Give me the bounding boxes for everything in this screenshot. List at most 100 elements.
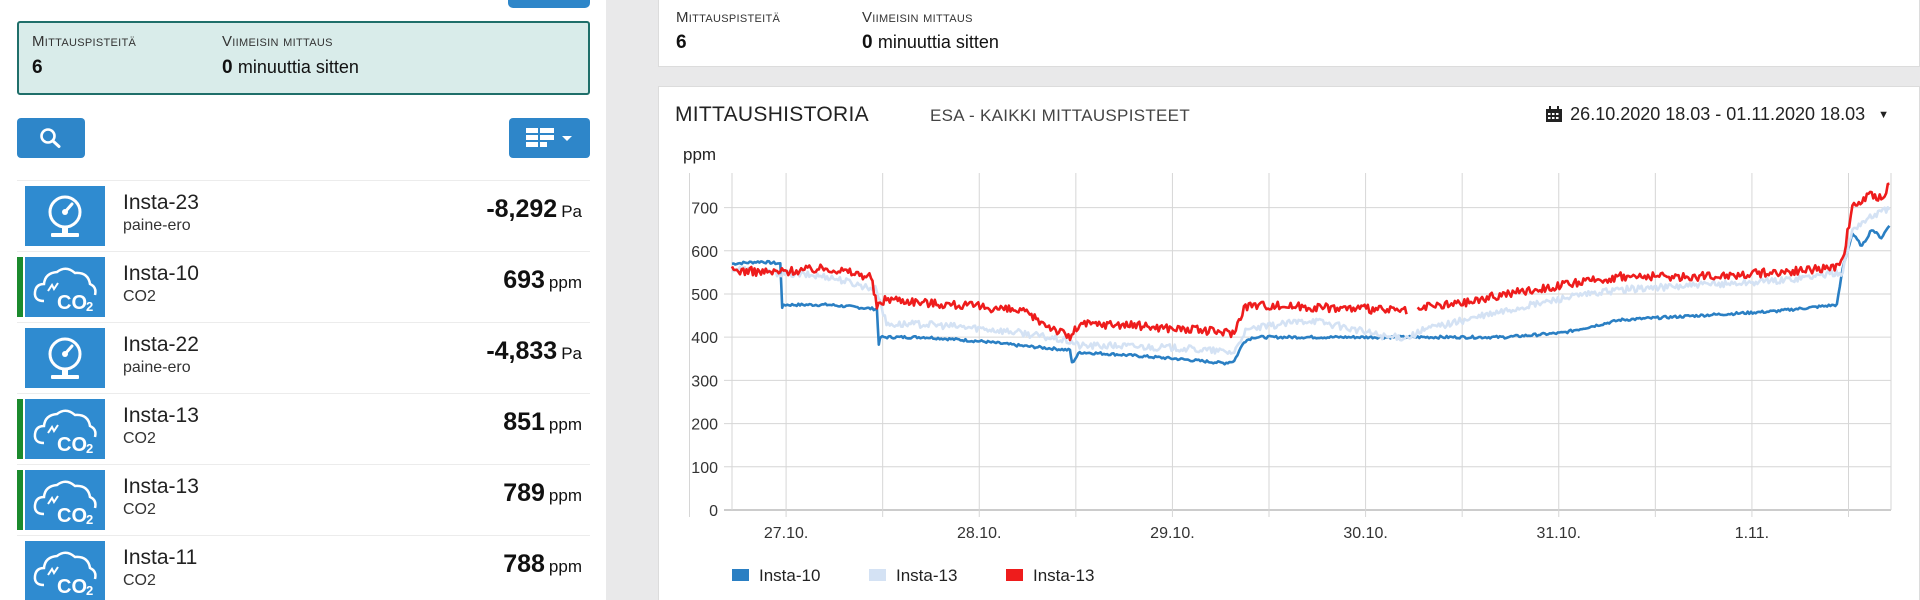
device-type: CO2 bbox=[123, 430, 156, 447]
device-value: 789 bbox=[503, 479, 545, 507]
pressure-gauge-icon bbox=[25, 186, 105, 246]
points-value: 6 bbox=[32, 57, 43, 78]
y-axis-label: ppm bbox=[683, 145, 716, 164]
device-value: -8,292 bbox=[486, 195, 558, 223]
x-tick-label: 27.10. bbox=[764, 525, 808, 542]
device-row[interactable]: Insta-23 paine-ero -8,292 Pa bbox=[17, 180, 590, 250]
x-tick-label: 30.10. bbox=[1343, 525, 1387, 542]
device-value-group: 789 ppm bbox=[503, 479, 582, 508]
legend-label-2: Insta-13 bbox=[896, 566, 957, 585]
points-label: Mittauspisteitä bbox=[676, 9, 781, 26]
y-tick-label: 0 bbox=[709, 503, 718, 520]
top-action-button[interactable] bbox=[508, 0, 590, 8]
series-line-1 bbox=[731, 224, 1891, 366]
latest-label: Viimeisin mittaus bbox=[222, 33, 333, 50]
pressure-gauge-icon bbox=[25, 328, 105, 388]
search-button[interactable] bbox=[17, 118, 85, 158]
device-value-group: 851 ppm bbox=[503, 408, 582, 437]
y-tick-label: 700 bbox=[691, 201, 718, 218]
points-label: Mittauspisteitä bbox=[32, 33, 137, 50]
chevron-down-icon: ▼ bbox=[1878, 108, 1889, 121]
status-marker bbox=[17, 399, 23, 459]
legend-swatch-1 bbox=[732, 569, 749, 581]
device-type: CO2 bbox=[123, 572, 156, 589]
svg-text:2: 2 bbox=[86, 512, 93, 526]
y-tick-label: 300 bbox=[691, 373, 718, 390]
device-row[interactable]: Insta-22 paine-ero -4,833 Pa bbox=[17, 322, 590, 392]
device-value-group: 788 ppm bbox=[503, 550, 582, 579]
device-value-group: 693 ppm bbox=[503, 266, 582, 295]
svg-text:2: 2 bbox=[86, 299, 93, 313]
device-unit: ppm bbox=[548, 557, 582, 576]
device-value: 851 bbox=[503, 408, 545, 436]
latest-value: 0 bbox=[862, 32, 873, 53]
co2-cloud-icon: CO 2 bbox=[25, 257, 105, 317]
svg-text:2: 2 bbox=[86, 441, 93, 455]
x-tick-label: 29.10. bbox=[1150, 525, 1194, 542]
device-row[interactable]: CO 2 Insta-11 CO2 788 ppm bbox=[17, 535, 590, 600]
latest-value: 0 bbox=[222, 57, 233, 78]
co2-cloud-icon: CO 2 bbox=[25, 399, 105, 459]
svg-text:2: 2 bbox=[86, 583, 93, 597]
latest-label: Viimeisin mittaus bbox=[862, 9, 973, 26]
y-tick-label: 200 bbox=[691, 417, 718, 434]
device-row[interactable]: CO 2 Insta-10 CO2 693 ppm bbox=[17, 251, 590, 321]
chevron-down-icon bbox=[561, 136, 572, 141]
y-tick-label: 100 bbox=[691, 460, 718, 477]
calendar-icon bbox=[1546, 106, 1563, 122]
x-tick-label: 31.10. bbox=[1537, 525, 1581, 542]
points-value: 6 bbox=[676, 32, 687, 53]
latest-unit: minuuttia sitten bbox=[877, 32, 999, 52]
chart-card: MITTAUSHISTORIA ESA - KAIKKI MITTAUSPIST… bbox=[658, 86, 1920, 600]
device-panel: Mittauspisteitä 6 Viimeisin mittaus 0 mi… bbox=[0, 0, 606, 600]
svg-text:CO: CO bbox=[57, 292, 87, 313]
y-tick-label: 400 bbox=[691, 330, 718, 347]
summary-box: Mittauspisteitä 6 Viimeisin mittaus 0 mi… bbox=[17, 21, 590, 95]
svg-text:CO: CO bbox=[57, 505, 87, 526]
svg-text:CO: CO bbox=[57, 434, 87, 455]
device-name: Insta-13 bbox=[123, 475, 199, 498]
device-name: Insta-22 bbox=[123, 333, 199, 356]
y-tick-label: 500 bbox=[691, 287, 718, 304]
y-tick-label: 600 bbox=[691, 244, 718, 261]
legend-label-1: Insta-10 bbox=[759, 566, 820, 585]
device-value-group: -8,292 Pa bbox=[486, 195, 582, 224]
series-line-3 bbox=[730, 263, 1408, 342]
series-line-3 bbox=[1416, 182, 1890, 312]
legend-swatch-2 bbox=[869, 569, 886, 581]
device-name: Insta-13 bbox=[123, 404, 199, 427]
device-type: CO2 bbox=[123, 501, 156, 518]
svg-text:CO: CO bbox=[57, 576, 87, 597]
view-toggle-button[interactable] bbox=[509, 118, 590, 158]
date-range-text: 26.10.2020 18.03 - 01.11.2020 18.03 bbox=[1570, 104, 1866, 124]
co2-cloud-icon: CO 2 bbox=[25, 470, 105, 530]
device-row[interactable]: CO 2 Insta-13 CO2 789 ppm bbox=[17, 464, 590, 534]
chart-subtitle: ESA - KAIKKI MITTAUSPISTEET bbox=[930, 106, 1191, 125]
device-type: paine-ero bbox=[123, 359, 191, 376]
device-row[interactable]: CO 2 Insta-13 CO2 851 ppm bbox=[17, 393, 590, 463]
device-type: CO2 bbox=[123, 288, 156, 305]
search-icon bbox=[40, 128, 61, 148]
device-unit: Pa bbox=[561, 344, 582, 363]
history-chart: 0 100 200 300 400 500 600 700 27.10. 28.10. 29.10.… bbox=[683, 145, 1892, 585]
latest-value-group: 0 minuuttia sitten bbox=[222, 57, 359, 79]
legend-label-3: Insta-13 bbox=[1033, 566, 1094, 585]
co2-cloud-icon: CO 2 bbox=[25, 541, 105, 600]
series-line-2 bbox=[730, 206, 1891, 355]
device-value: 788 bbox=[503, 550, 545, 578]
legend-swatch-3 bbox=[1006, 569, 1023, 581]
device-unit: ppm bbox=[548, 273, 582, 292]
x-tick-label: 1.11. bbox=[1735, 525, 1769, 542]
status-marker bbox=[17, 470, 23, 530]
summary-bar: Mittauspisteitä 6 Viimeisin mittaus 0 mi… bbox=[658, 0, 1920, 67]
device-value: -4,833 bbox=[486, 337, 558, 365]
date-range-picker[interactable]: 26.10.2020 18.03 - 01.11.2020 18.03 ▼ bbox=[1545, 104, 1889, 125]
latest-unit: minuuttia sitten bbox=[237, 57, 359, 77]
device-type: paine-ero bbox=[123, 217, 191, 234]
device-name: Insta-11 bbox=[123, 546, 198, 569]
status-marker bbox=[17, 257, 23, 317]
grid-view-icon bbox=[525, 128, 572, 147]
device-value: 693 bbox=[503, 266, 545, 294]
device-name: Insta-23 bbox=[123, 191, 199, 214]
device-unit: ppm bbox=[548, 486, 582, 505]
